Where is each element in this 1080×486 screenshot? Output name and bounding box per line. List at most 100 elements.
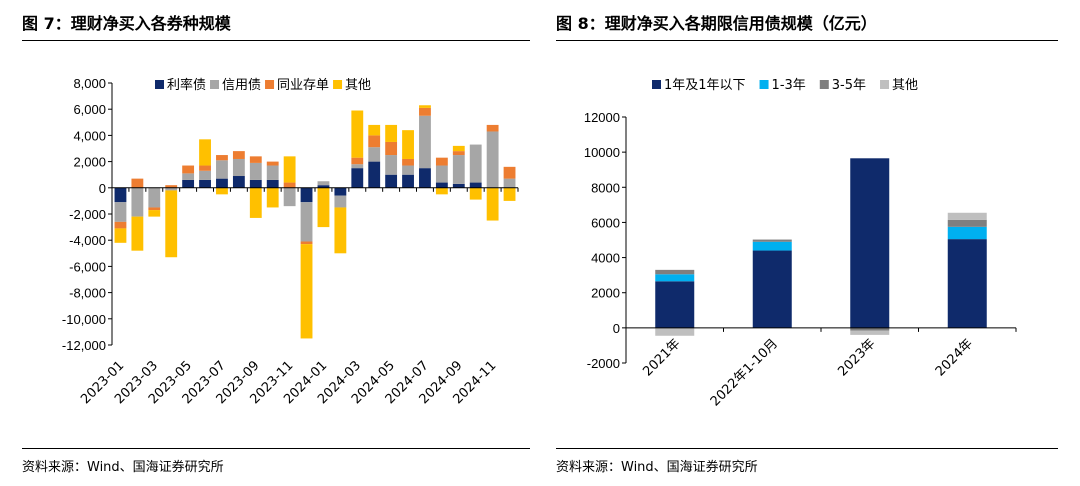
y-tick-label: 2000: [591, 286, 620, 301]
bar-segment: [655, 281, 695, 328]
bar-segment: [655, 327, 695, 336]
bar-segment: [232, 158, 245, 177]
legend-swatch: [652, 80, 661, 89]
legend-label: 3-5年: [832, 78, 866, 93]
bar-segment: [402, 130, 414, 159]
bar-segment: [266, 187, 279, 208]
bar-segment: [300, 244, 313, 339]
legend-swatch: [210, 80, 220, 89]
bar-segment: [752, 250, 792, 328]
bar-segment: [368, 124, 381, 136]
bar-segment: [402, 174, 414, 188]
legend-label: 同业存单: [277, 78, 329, 93]
y-tick-label: -10,000: [62, 312, 106, 327]
y-tick-label: 0: [99, 181, 106, 196]
bar-segment: [283, 182, 296, 188]
bar-segment: [435, 165, 448, 183]
bar-segment: [503, 166, 516, 179]
y-tick-label: 4000: [591, 251, 620, 266]
y-tick-label: -8,000: [69, 286, 106, 301]
bar-segment: [131, 216, 144, 251]
bar-segment: [503, 178, 516, 188]
bar-segment: [334, 195, 347, 208]
legend-label: 1年及1年以下: [664, 78, 746, 93]
bar-segment: [486, 131, 499, 188]
y-tick-label: 4,000: [73, 128, 106, 143]
x-tick-label: 2021年: [640, 336, 683, 379]
bar-segment: [503, 187, 516, 201]
y-tick-label: 0: [613, 321, 620, 336]
right-source-rule: [556, 448, 1058, 449]
left-chart: -12,000 -10,000 -8,000 -6,000 -4,000 -2,000 0 2…: [62, 76, 519, 407]
bar-segment: [182, 179, 195, 188]
y-tick-label: 6000: [591, 215, 620, 230]
bar-segment: [435, 157, 448, 166]
legend-swatch: [819, 80, 829, 89]
legend-swatch: [333, 80, 343, 89]
bar-segment: [452, 145, 465, 152]
bar-segment: [947, 239, 987, 328]
legend-swatch: [759, 80, 769, 89]
bar-segment: [266, 165, 279, 180]
right-figure-title: 图 8：理财净买入各期限信用债规模（亿元）: [556, 14, 877, 33]
bar-segment: [368, 147, 381, 162]
bar-segment: [351, 110, 364, 158]
bar-segment: [469, 144, 482, 183]
bar-segment: [469, 182, 482, 188]
left-source-rule: [22, 448, 530, 449]
legend-label: 信用债: [222, 78, 261, 93]
bar-segment: [947, 226, 987, 240]
bar-segment: [486, 187, 499, 221]
legend-label: 利率债: [167, 77, 206, 93]
bar-segment: [334, 207, 347, 254]
bar-segment: [249, 187, 262, 218]
y-tick-label: 6,000: [73, 102, 106, 117]
bar-segment: [368, 135, 381, 148]
bar-segment: [419, 115, 431, 169]
bar-segment: [351, 168, 364, 188]
bar-segment: [216, 178, 228, 188]
bar-segment: [131, 187, 144, 217]
bar-segment: [148, 210, 161, 217]
bar-segment: [752, 240, 792, 242]
bar-segment: [148, 207, 161, 211]
right-source-note: 资料来源：Wind、国海证券研究所: [556, 460, 758, 475]
bar-segment: [300, 187, 313, 203]
bar-segment: [182, 173, 195, 180]
bar-segment: [199, 179, 211, 188]
legend-swatch: [265, 80, 275, 89]
bar-segment: [655, 269, 695, 275]
bar-segment: [199, 165, 211, 171]
y-tick-label: 12000: [584, 110, 620, 125]
bar-segment: [249, 156, 262, 163]
bar-segment: [114, 228, 127, 243]
y-tick-label: -2000: [587, 356, 620, 371]
x-tick-label: 2023年: [835, 336, 878, 379]
bar-segment: [182, 165, 195, 174]
bar-segment: [148, 187, 161, 208]
right-title-rule: [556, 40, 1058, 41]
bar-segment: [351, 164, 364, 169]
bar-segment: [300, 202, 313, 242]
bar-segment: [419, 105, 431, 108]
left-figure-title: 图 7：理财净买入各券种规模: [22, 14, 231, 33]
legend-swatch: [155, 80, 164, 89]
x-tick-label: 2022年1-10月: [708, 336, 781, 409]
bar-segment: [486, 124, 499, 132]
bar-segment: [850, 327, 890, 331]
bar-segment: [752, 241, 792, 251]
bar-segment: [435, 187, 448, 195]
legend-label: 其他: [892, 78, 918, 93]
bar-segment: [385, 155, 398, 175]
bar-segment: [385, 174, 398, 188]
bar-segment: [850, 330, 890, 335]
bar-segment: [283, 156, 296, 183]
bar-segment: [385, 141, 398, 156]
bar-segment: [850, 158, 890, 328]
legend-label: 1-3年: [772, 78, 806, 93]
bar-segment: [283, 187, 296, 207]
bar-segment: [114, 202, 127, 222]
bar-segment: [232, 151, 245, 159]
bar-segment: [114, 187, 127, 203]
